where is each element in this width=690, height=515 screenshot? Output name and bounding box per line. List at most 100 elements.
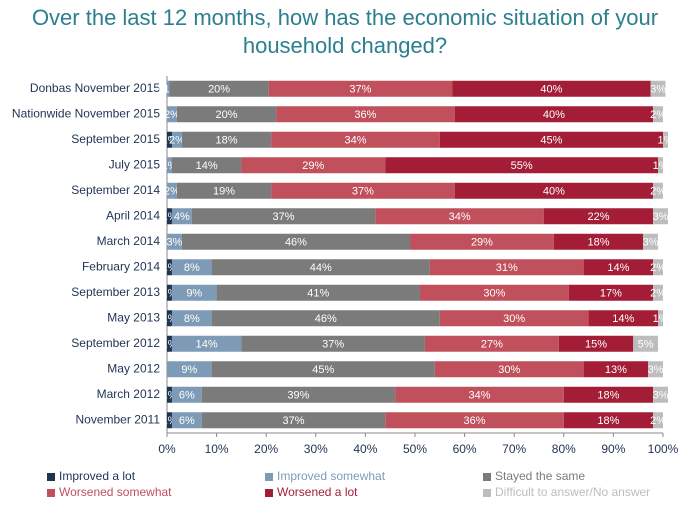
y-tick-label: February 2014: [82, 259, 160, 273]
bar-segment: [167, 284, 172, 301]
bar-segment: [167, 131, 172, 148]
data-label: 17%: [600, 288, 622, 300]
bar-segment: [375, 208, 544, 225]
bar-segment: [171, 131, 182, 148]
bar-segment: [167, 310, 172, 327]
bar-segment: [211, 361, 435, 378]
x-tick-label: 60%: [453, 442, 477, 456]
legend-swatch: [47, 473, 55, 481]
data-label: 34%: [344, 135, 366, 147]
data-label: 37%: [349, 84, 371, 96]
bar-segment: [167, 233, 182, 250]
y-tick-label: September 2012: [71, 336, 160, 350]
bar-segment: [171, 284, 217, 301]
bar-segment: [167, 182, 177, 199]
bar-segment: [171, 157, 242, 174]
data-label: 13%: [605, 364, 627, 376]
x-tick-label: 70%: [502, 442, 526, 456]
bar-segment: [271, 182, 455, 199]
bar-segment: [568, 284, 654, 301]
data-label: 9%: [186, 288, 202, 300]
bar-segment: [167, 361, 212, 378]
data-label: 34%: [468, 390, 490, 402]
bar-segment: [385, 412, 564, 429]
bar-segment: [167, 386, 172, 403]
legend-swatch: [265, 473, 273, 481]
bar-segment: [653, 386, 668, 403]
data-label: 29%: [471, 237, 493, 249]
bar-segment: [583, 259, 654, 276]
legend-label: Stayed the same: [495, 469, 585, 483]
bar-segment: [543, 208, 654, 225]
data-label: 9%: [181, 364, 197, 376]
bar-segment: [439, 310, 589, 327]
data-label: 55%: [511, 160, 533, 172]
bar-segment: [241, 157, 386, 174]
bar-segment: [563, 412, 654, 429]
data-label: 8%: [184, 262, 200, 274]
data-label: 3%: [653, 211, 669, 223]
bar-segment: [653, 284, 663, 301]
bar-segment: [211, 259, 430, 276]
data-label: 37%: [282, 415, 304, 427]
legend-swatch: [47, 489, 55, 497]
y-tick-label: Nationwide November 2015: [12, 106, 160, 120]
data-label: 18%: [588, 237, 610, 249]
bar-segment: [558, 335, 634, 352]
bar-segment: [663, 131, 668, 148]
bar-segment: [271, 131, 440, 148]
bar-segment: [653, 412, 663, 429]
data-label: 3%: [650, 84, 666, 96]
bar-segment: [452, 80, 651, 97]
bar-segment: [424, 335, 559, 352]
x-tick-label: 0%: [158, 442, 176, 456]
data-label: 40%: [543, 186, 565, 198]
bar-segment: [171, 386, 202, 403]
x-tick-label: 50%: [403, 442, 427, 456]
y-tick-label: Donbas November 2015: [30, 81, 160, 95]
legend-label: Improved a lot: [59, 469, 136, 483]
bar-segment: [201, 386, 396, 403]
data-label: 44%: [310, 262, 332, 274]
data-label: 34%: [449, 211, 471, 223]
bar-segment: [658, 310, 663, 327]
data-label: 14%: [607, 262, 629, 274]
bar-segment: [167, 80, 170, 97]
data-label: 18%: [597, 415, 619, 427]
bar-segment: [633, 335, 659, 352]
bar-segment: [171, 208, 192, 225]
data-label: 31%: [496, 262, 518, 274]
data-label: 1%: [653, 313, 669, 325]
bar-segment: [176, 106, 277, 123]
bar-segment: [553, 233, 644, 250]
legend-label: Worsened a lot: [277, 485, 358, 499]
data-label: 37%: [322, 339, 344, 351]
bar-segment: [167, 157, 172, 174]
legend-label: Improved somewhat: [277, 469, 386, 483]
bar-segment: [429, 259, 584, 276]
bar-segment: [171, 335, 242, 352]
bar-segment: [167, 335, 172, 352]
y-tick-label: March 2014: [97, 234, 161, 248]
bar-segment: [181, 131, 272, 148]
data-label: 3%: [648, 364, 664, 376]
bar-segment: [653, 208, 668, 225]
data-label: 20%: [216, 109, 238, 121]
data-label: 46%: [315, 313, 337, 325]
data-label: 14%: [196, 339, 218, 351]
data-label: 2%: [650, 186, 666, 198]
x-tick-label: 30%: [304, 442, 328, 456]
bar-segment: [434, 361, 584, 378]
bar-segment: [454, 182, 654, 199]
data-label: 18%: [597, 390, 619, 402]
x-tick-label: 20%: [254, 442, 278, 456]
y-tick-label: September 2015: [71, 132, 160, 146]
bar-segment: [648, 361, 663, 378]
bar-segment: [650, 80, 666, 97]
data-label: 40%: [540, 84, 562, 96]
legend-swatch: [265, 489, 273, 497]
bar-segment: [171, 412, 202, 429]
x-tick-label: 10%: [205, 442, 229, 456]
